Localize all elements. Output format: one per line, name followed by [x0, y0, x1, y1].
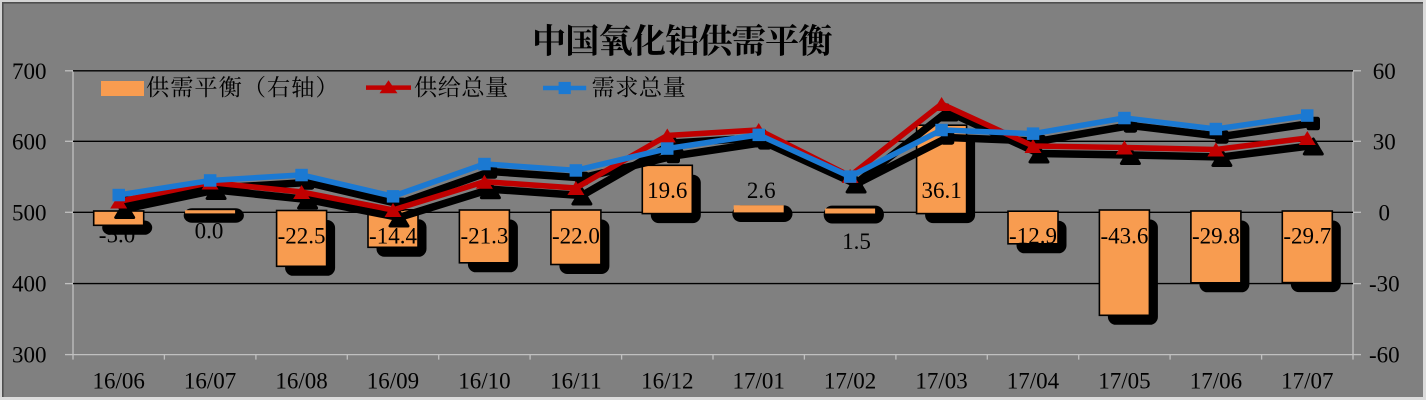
svg-text:17/01: 17/01 [733, 368, 785, 393]
svg-text:-22.5: -22.5 [278, 224, 326, 249]
svg-text:-5.0: -5.0 [99, 222, 135, 247]
svg-text:-60: -60 [1369, 343, 1400, 368]
svg-text:17/06: 17/06 [1190, 368, 1242, 393]
svg-text:1.5: 1.5 [842, 229, 871, 254]
svg-text:600: 600 [12, 129, 47, 154]
svg-text:60: 60 [1373, 59, 1396, 84]
svg-text:-22.0: -22.0 [552, 224, 600, 249]
svg-text:16/06: 16/06 [93, 368, 145, 393]
svg-text:500: 500 [12, 200, 47, 225]
svg-text:-43.6: -43.6 [1100, 224, 1148, 249]
svg-text:17/07: 17/07 [1281, 368, 1333, 393]
svg-text:-29.8: -29.8 [1192, 224, 1240, 249]
svg-text:16/12: 16/12 [641, 368, 693, 393]
svg-text:17/05: 17/05 [1098, 368, 1150, 393]
svg-text:16/09: 16/09 [367, 368, 419, 393]
svg-text:17/03: 17/03 [915, 368, 967, 393]
svg-text:400: 400 [12, 272, 47, 297]
svg-text:30: 30 [1373, 129, 1396, 154]
svg-text:0: 0 [1379, 200, 1391, 225]
svg-text:16/07: 16/07 [184, 368, 236, 393]
svg-text:300: 300 [12, 343, 47, 368]
svg-text:-12.9: -12.9 [1009, 224, 1057, 249]
svg-text:-29.7: -29.7 [1283, 224, 1331, 249]
svg-text:2.6: 2.6 [747, 178, 776, 203]
svg-text:700: 700 [12, 59, 47, 84]
svg-text:36.1: 36.1 [921, 178, 961, 203]
svg-text:16/11: 16/11 [550, 368, 602, 393]
svg-text:17/02: 17/02 [824, 368, 876, 393]
svg-text:0.0: 0.0 [195, 219, 224, 244]
svg-text:19.6: 19.6 [647, 178, 687, 203]
svg-text:16/08: 16/08 [275, 368, 327, 393]
svg-text:-21.3: -21.3 [460, 224, 508, 249]
svg-text:16/10: 16/10 [458, 368, 510, 393]
svg-text:-14.4: -14.4 [369, 224, 417, 249]
svg-text:17/04: 17/04 [1007, 368, 1060, 393]
svg-text:-30: -30 [1369, 272, 1400, 297]
